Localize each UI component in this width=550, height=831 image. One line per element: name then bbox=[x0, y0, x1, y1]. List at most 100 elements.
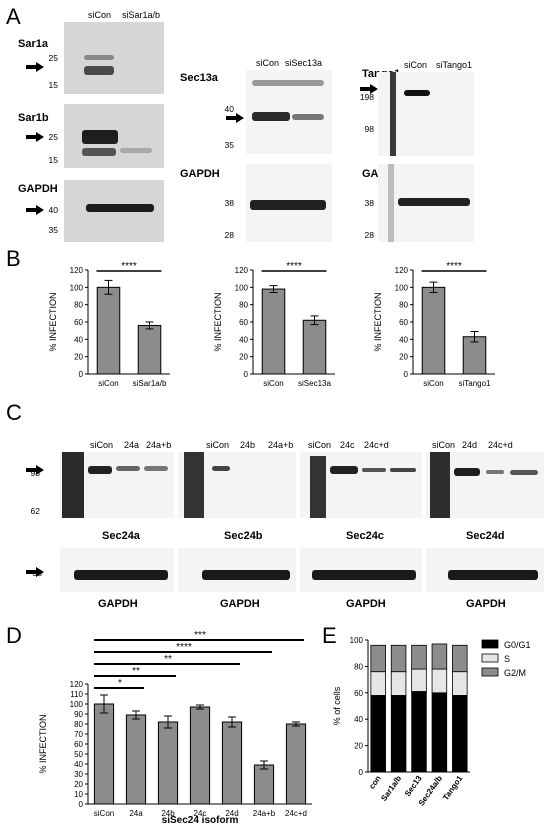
lane-label: siCon bbox=[308, 440, 332, 450]
bar-segment bbox=[370, 695, 386, 773]
arrow-icon bbox=[360, 84, 378, 94]
blot-title-gapdh: GAPDH bbox=[18, 183, 58, 195]
lane-label: siSar1a/b bbox=[122, 10, 161, 20]
panel-letter-a: A bbox=[6, 4, 21, 29]
y-tick-label: 10 bbox=[74, 790, 83, 799]
y-tick-label: 40 bbox=[239, 335, 248, 344]
y-tick-label: 100 bbox=[350, 636, 364, 645]
x-tick-label: con bbox=[367, 774, 383, 791]
lane-label: siCon bbox=[88, 10, 112, 20]
x-tick-label: siTango1 bbox=[458, 379, 491, 388]
bar bbox=[125, 714, 147, 805]
panel-letter-b: B bbox=[6, 246, 21, 271]
arrow-icon bbox=[26, 62, 44, 72]
y-tick-label: 100 bbox=[395, 283, 409, 292]
significance-label: **** bbox=[121, 261, 137, 272]
significance-label: **** bbox=[176, 642, 192, 653]
lane-label: siTango1 bbox=[436, 60, 473, 70]
legend-swatch bbox=[481, 667, 499, 677]
legend-label: G2/M bbox=[504, 668, 526, 678]
mw-marker: 28 bbox=[364, 230, 374, 240]
significance-label: **** bbox=[446, 261, 462, 272]
y-tick-label: 60 bbox=[354, 689, 363, 698]
y-tick-label: 20 bbox=[239, 353, 248, 362]
western-blot-sec24d bbox=[426, 452, 544, 518]
y-tick-label: 20 bbox=[354, 742, 363, 751]
lane-label: siSec13a bbox=[285, 58, 323, 68]
y-tick-label: 120 bbox=[70, 266, 84, 275]
lane-label: 24d bbox=[462, 440, 478, 450]
mw-marker: 35 bbox=[48, 225, 58, 235]
chart-b2: 0 20 40 60 80 100 120 % INFECTION siCon siSec13a *… bbox=[213, 261, 335, 388]
y-tick-label: 50 bbox=[74, 750, 83, 759]
bar bbox=[93, 703, 115, 805]
y-tick-label: 60 bbox=[239, 318, 248, 327]
x-tick-label: 24c+d bbox=[285, 809, 307, 818]
mw-marker: 38 bbox=[224, 198, 234, 208]
bar-segment bbox=[452, 671, 468, 696]
blot-title-gapdh: GAPDH bbox=[466, 598, 506, 610]
mw-marker: 25 bbox=[48, 53, 58, 63]
x-tick-label: siCon bbox=[94, 809, 114, 818]
western-blot-gapdh bbox=[246, 164, 332, 242]
y-tick-label: 120 bbox=[395, 266, 409, 275]
lane-label: 24c+d bbox=[488, 440, 513, 450]
panel-letter-c: C bbox=[6, 400, 22, 425]
significance-label: **** bbox=[286, 261, 302, 272]
arrow-icon bbox=[26, 132, 44, 142]
legend-label: G0/G1 bbox=[504, 640, 531, 650]
bar bbox=[221, 721, 243, 805]
significance-label: *** bbox=[194, 630, 206, 641]
x-tick-label: Tango1 bbox=[441, 774, 465, 802]
bar-segment bbox=[431, 692, 448, 773]
y-axis-label: % of cells bbox=[332, 686, 342, 725]
bar bbox=[253, 764, 275, 805]
y-tick-label: 0 bbox=[359, 768, 364, 777]
western-blot-gapdh bbox=[300, 548, 422, 592]
blot-title-sar1a: Sar1a bbox=[18, 38, 48, 50]
lane-label: 24a+b bbox=[268, 440, 294, 450]
y-tick-label: 110 bbox=[70, 690, 83, 699]
western-blot-sec13a bbox=[246, 70, 332, 154]
mw-marker: 15 bbox=[48, 155, 58, 165]
blot-title-gapdh: GAPDH bbox=[180, 168, 220, 180]
significance-label: * bbox=[118, 678, 122, 689]
y-tick-label: 40 bbox=[74, 760, 83, 769]
blot-title-sec24c: Sec24c bbox=[346, 530, 384, 542]
blot-title-sec24a: Sec24a bbox=[102, 530, 140, 542]
y-tick-label: 80 bbox=[399, 301, 408, 310]
arrow-icon bbox=[26, 465, 44, 475]
lane-label: siCon bbox=[206, 440, 230, 450]
panel-letter-e: E bbox=[322, 623, 337, 648]
bar-segment bbox=[452, 644, 468, 673]
legend-label: S bbox=[504, 654, 510, 664]
bar-segment bbox=[431, 643, 448, 670]
western-blot-sec24a bbox=[60, 452, 174, 518]
arrow-icon bbox=[26, 567, 44, 577]
blot-title-gapdh: GAPDH bbox=[346, 598, 386, 610]
mw-marker: 40 bbox=[224, 104, 234, 114]
western-blot-gapdh bbox=[60, 548, 174, 592]
bar bbox=[137, 324, 162, 375]
y-tick-label: 120 bbox=[235, 266, 249, 275]
y-tick-label: 20 bbox=[399, 353, 408, 362]
y-tick-label: 100 bbox=[70, 700, 84, 709]
bar bbox=[96, 286, 121, 375]
mw-marker: 28 bbox=[224, 230, 234, 240]
bar bbox=[285, 723, 307, 805]
arrow-icon bbox=[26, 205, 44, 215]
y-axis-label: % INFECTION bbox=[213, 292, 223, 351]
bar-segment bbox=[390, 695, 407, 773]
western-blot-gapdh bbox=[64, 180, 164, 242]
blot-title-sar1b: Sar1b bbox=[18, 112, 49, 124]
bar bbox=[157, 721, 179, 805]
y-tick-label: 100 bbox=[235, 283, 249, 292]
bar-segment bbox=[452, 695, 468, 773]
x-tick-label: siSar1a/b bbox=[133, 379, 167, 388]
y-tick-label: 80 bbox=[74, 720, 83, 729]
x-tick-label: 24b bbox=[161, 809, 175, 818]
western-blot-gapdh bbox=[378, 164, 474, 242]
bar bbox=[421, 286, 446, 375]
bar bbox=[302, 319, 327, 375]
